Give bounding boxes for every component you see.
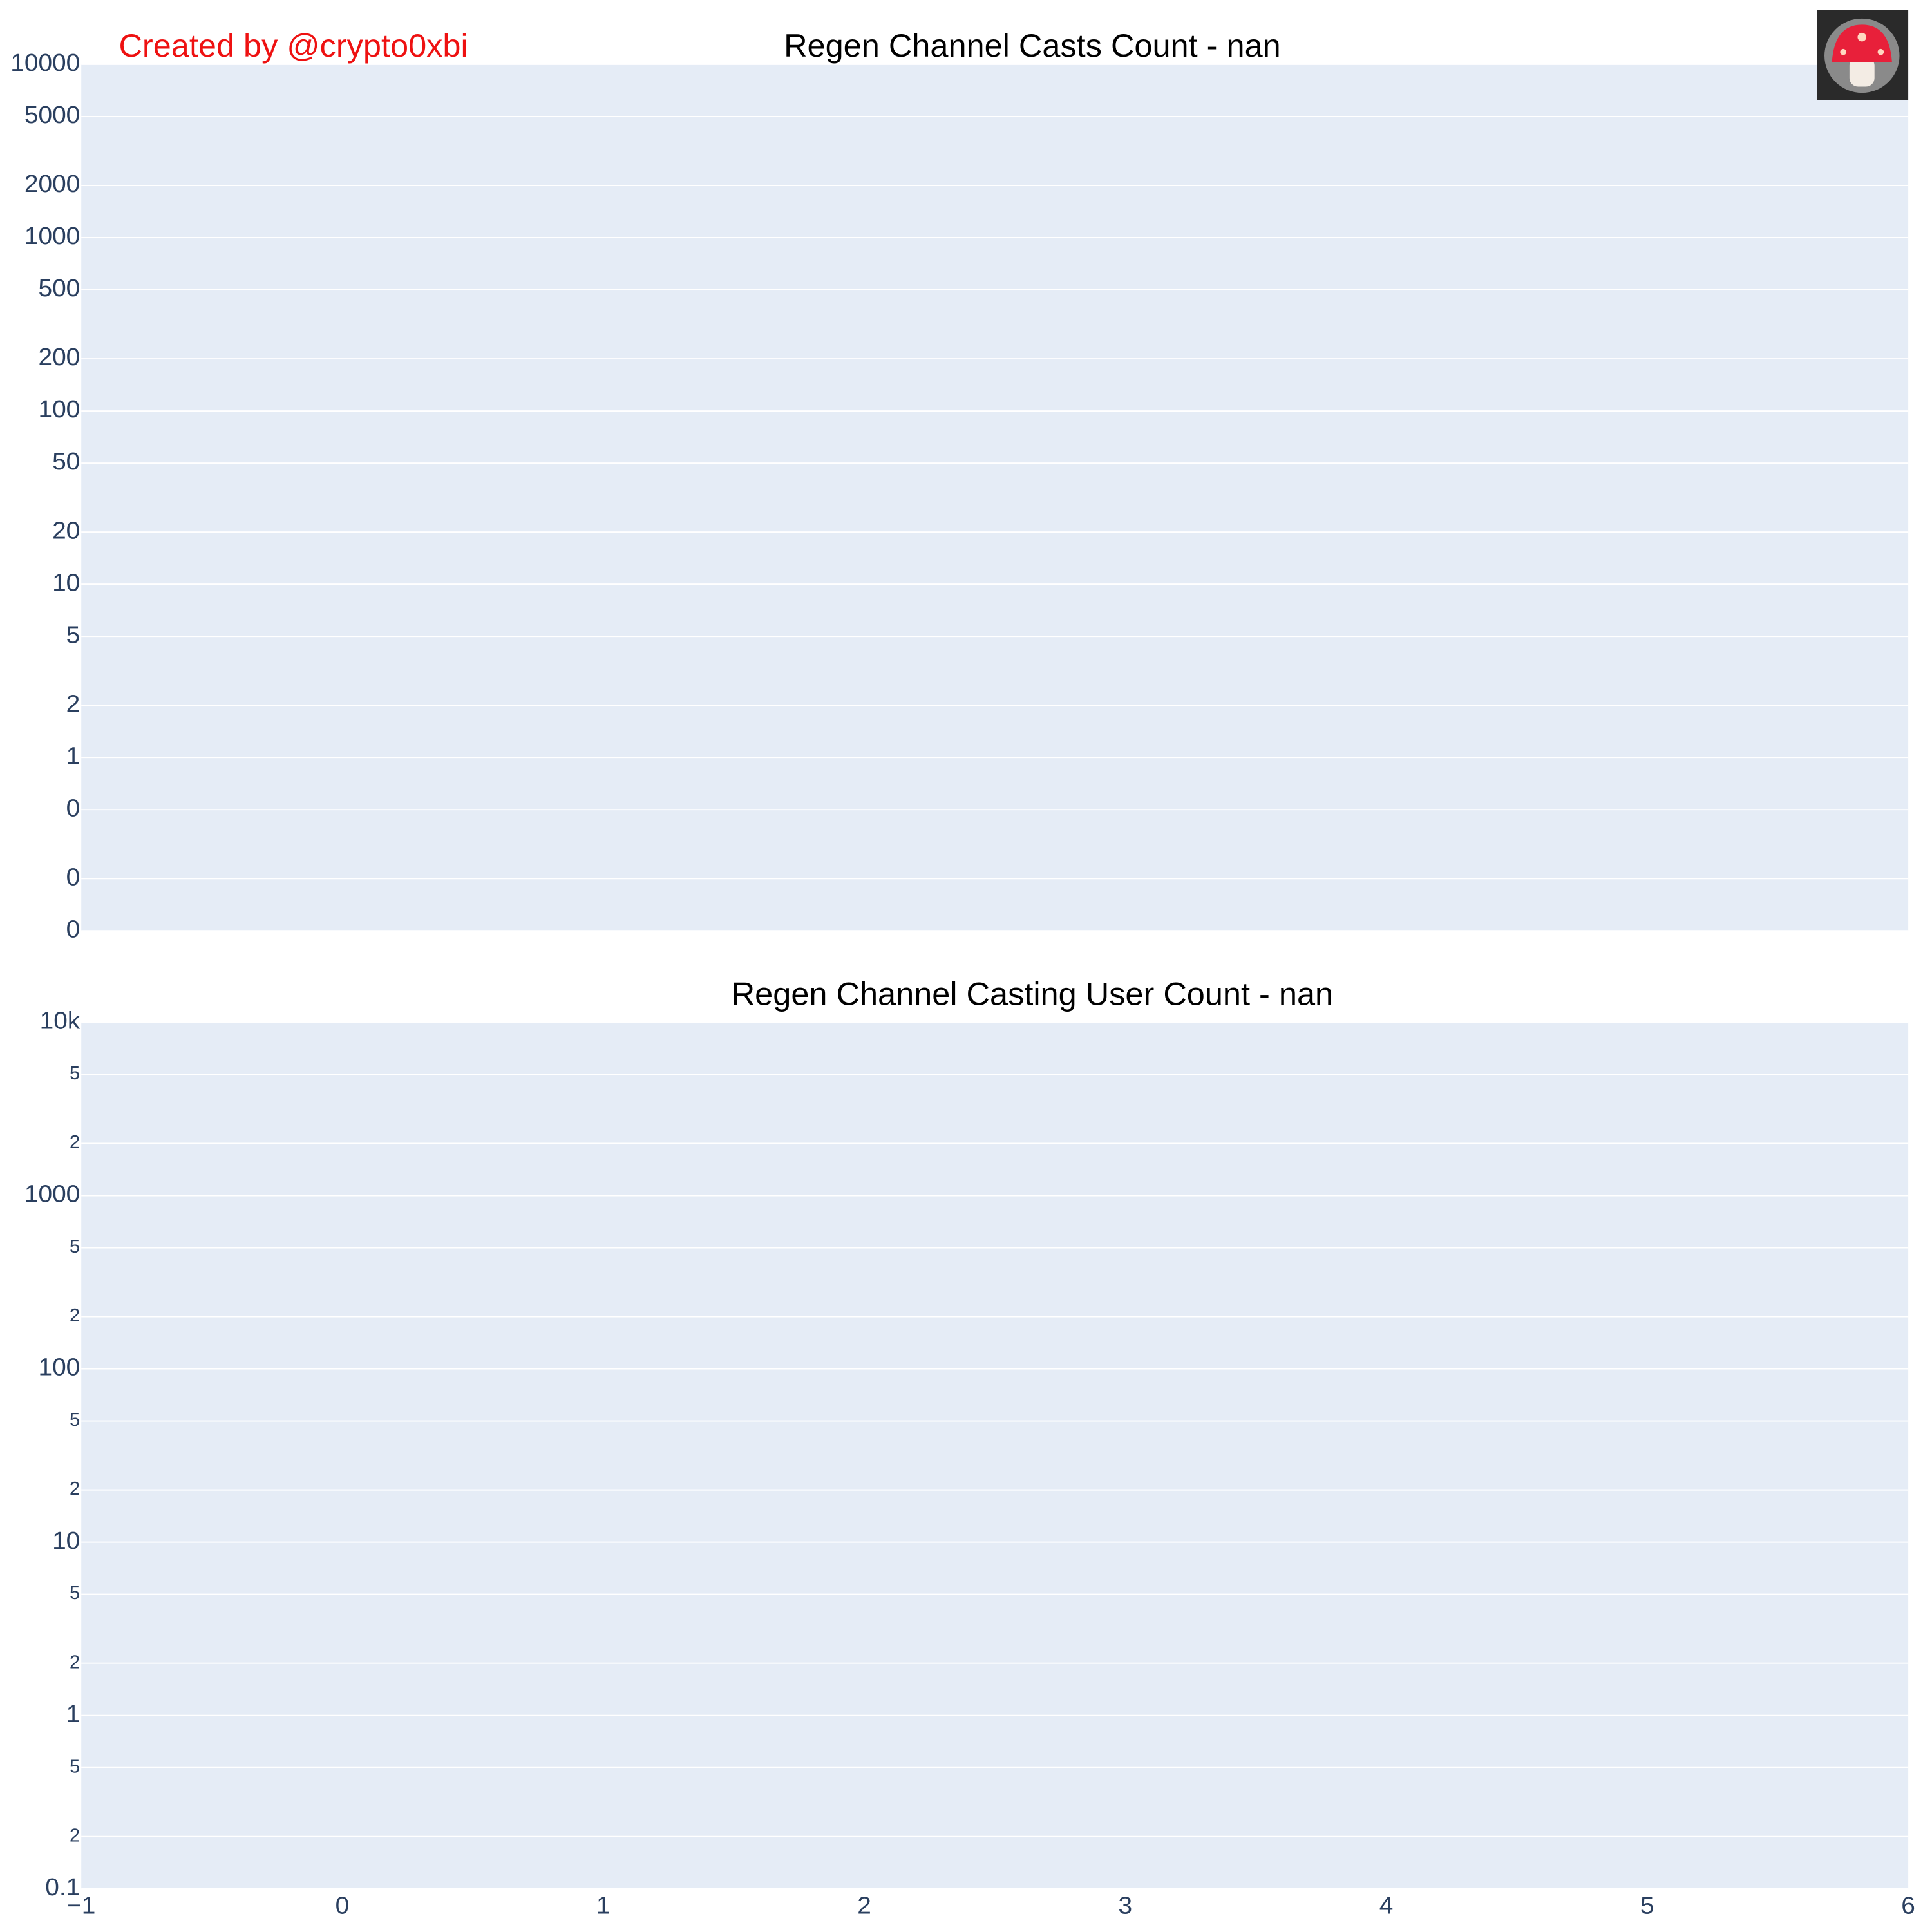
logo-dot [1857,32,1867,42]
plot-area [81,1022,1909,1889]
y-tick-label: 5 [70,1063,80,1084]
y-tick-label: 2000 [24,170,80,198]
y-tick-label: 50 [52,448,80,475]
x-tick-label: 1 [596,1892,611,1920]
x-tick-label: 2 [857,1892,871,1920]
logo-stem [1849,57,1875,87]
y-tick-label: 500 [38,274,80,302]
y-tick-label: 10 [52,1527,80,1555]
y-tick-label: 1000 [24,1180,80,1208]
y-tick-label: 10 [52,569,80,596]
y-tick-label: 5 [70,1410,80,1430]
y-tick-label: 1 [66,742,80,770]
logo-cap [1832,24,1892,62]
y-tick-label: 1000 [24,222,80,250]
y-tick-label: 200 [38,343,80,371]
annotation: Created by @crypto0xbi [118,28,468,64]
y-tick-label: 0 [66,864,80,891]
y-tick-label: 1 [66,1700,80,1728]
y-tick-label: 100 [38,395,80,423]
x-tick-label: 3 [1118,1892,1132,1920]
y-tick-label: 2 [70,1132,80,1153]
y-tick-label: 0 [66,794,80,822]
x-tick-label: −1 [67,1892,95,1920]
logo-dot [1877,48,1884,55]
chart-title: Regen Channel Casts Count - nan [784,28,1281,64]
logo-dot [1840,48,1846,55]
y-tick-label: 10000 [10,49,80,77]
x-tick-label: 0 [336,1892,350,1920]
y-tick-label: 5 [70,1583,80,1604]
chart-title: Regen Channel Casting User Count - nan [732,976,1333,1012]
y-tick-label: 5 [70,1756,80,1777]
y-tick-label: 5 [66,621,80,649]
plot-area [81,64,1909,931]
y-tick-label: 20 [52,516,80,544]
x-tick-label: 6 [1901,1892,1915,1920]
y-tick-label: 5 [70,1236,80,1257]
y-tick-label: 2 [70,1825,80,1846]
y-tick-label: 2 [70,1652,80,1672]
x-tick-label: 4 [1379,1892,1394,1920]
y-tick-label: 2 [70,1305,80,1326]
x-tick-label: 5 [1640,1892,1654,1920]
logo [1817,10,1909,100]
y-tick-label: 2 [66,690,80,718]
y-tick-label: 0.1 [45,1873,80,1901]
y-tick-label: 10k [40,1007,80,1035]
y-tick-label: 100 [38,1354,80,1381]
y-tick-label: 2 [70,1479,80,1499]
y-tick-label: 5000 [24,101,80,129]
y-tick-label: 0 [66,916,80,943]
